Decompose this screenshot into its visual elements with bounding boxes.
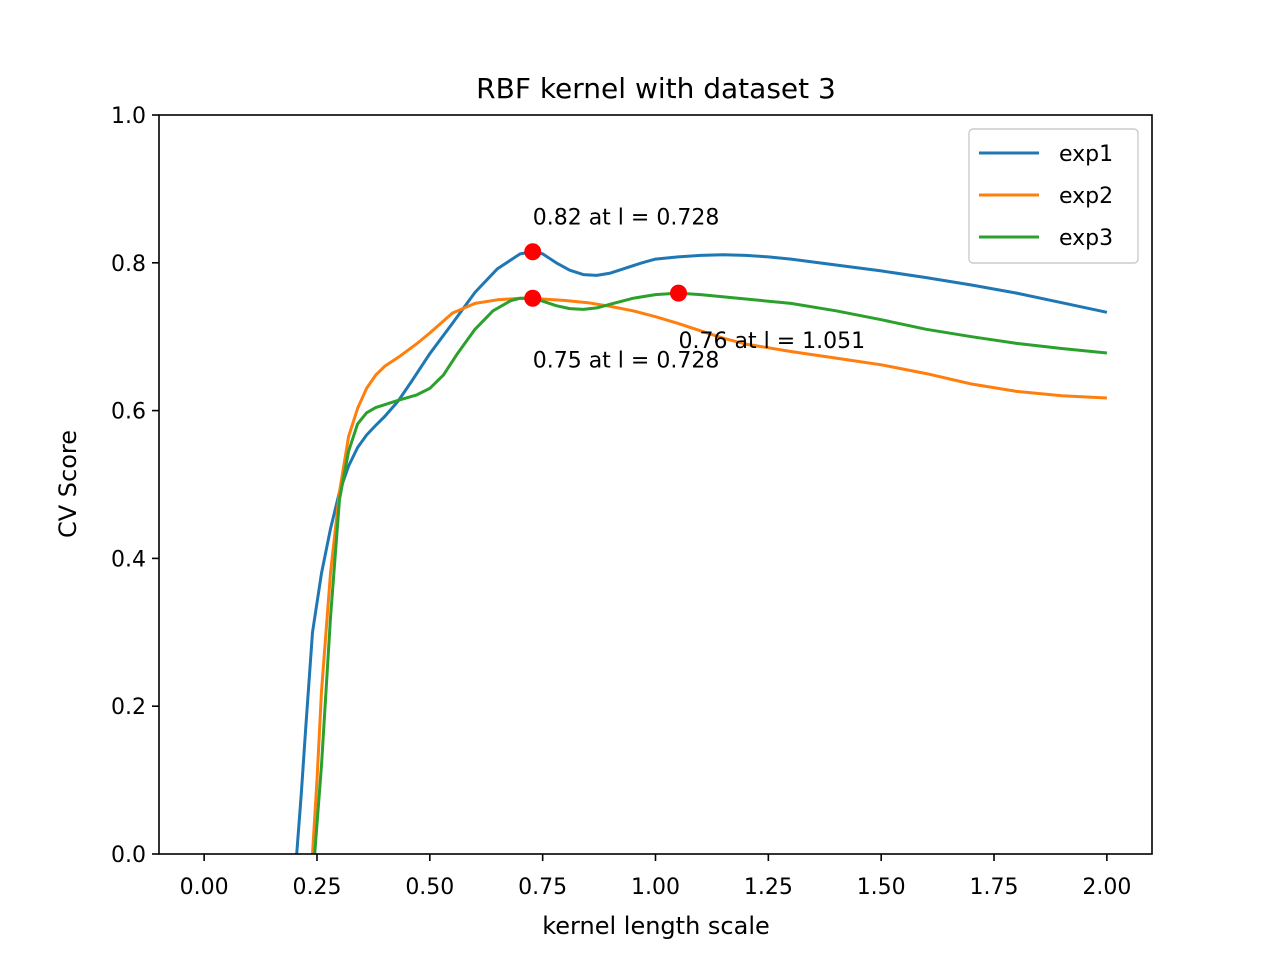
markers <box>524 243 688 307</box>
y-axis-label: CV Score <box>54 430 82 538</box>
y-tick-label: 1.0 <box>111 104 146 129</box>
x-tick-label: 1.00 <box>631 875 680 900</box>
x-tick-label: 0.25 <box>292 875 341 900</box>
x-axis-label: kernel length scale <box>542 912 770 940</box>
annotation-label-3: 0.76 at l = 1.051 <box>679 329 866 354</box>
legend-box <box>968 128 1139 264</box>
x-tick-label: 1.75 <box>970 875 1019 900</box>
annotation-label-1: 0.82 at l = 0.728 <box>533 205 720 230</box>
y-tick-label: 0.8 <box>111 252 146 277</box>
max-marker-3 <box>670 284 688 302</box>
series-line-exp1 <box>295 250 1108 855</box>
max-marker-1 <box>524 243 542 261</box>
x-tick-label: 2.00 <box>1082 875 1131 900</box>
x-tick-label: 1.25 <box>744 875 793 900</box>
x-tick-label: 0.50 <box>405 875 454 900</box>
y-ticks: 0.0 0.2 0.4 0.6 0.8 1.0 <box>111 104 159 868</box>
legend-label-exp1: exp1 <box>1059 142 1113 167</box>
x-tick-label: 0.75 <box>518 875 567 900</box>
x-tick-label: 1.50 <box>857 875 906 900</box>
y-tick-label: 0.2 <box>111 695 146 720</box>
x-ticks: 0.00 0.25 0.50 0.75 1.00 1.25 1.50 1.75 2.00 <box>180 854 1131 900</box>
chart-title: RBF kernel with dataset 3 <box>476 72 836 105</box>
x-tick-label: 0.00 <box>180 875 229 900</box>
y-tick-label: 0.0 <box>111 843 146 868</box>
series-line-exp2 <box>311 296 1107 855</box>
annotation-label-2: 0.75 at l = 0.728 <box>533 349 720 374</box>
max-marker-2 <box>524 289 542 307</box>
legend-label-exp3: exp3 <box>1059 226 1113 251</box>
y-tick-label: 0.6 <box>111 400 146 425</box>
legend: exp1 exp2 exp3 <box>968 128 1139 264</box>
y-tick-label: 0.4 <box>111 547 146 572</box>
legend-label-exp2: exp2 <box>1059 184 1113 209</box>
